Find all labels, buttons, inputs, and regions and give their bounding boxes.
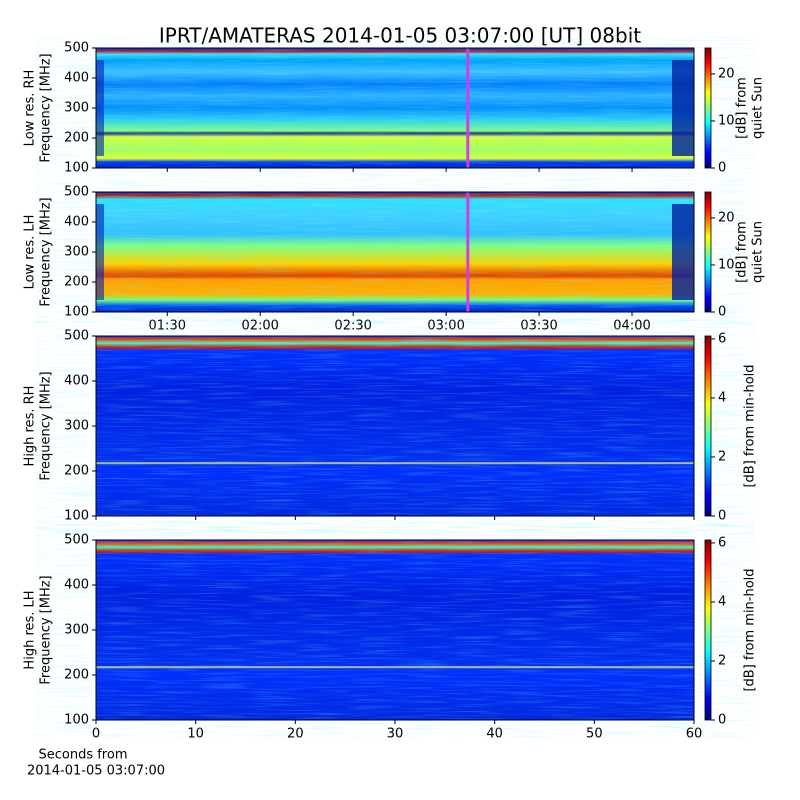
y-axis-label: High res. RH	[23, 386, 38, 467]
spectrogram-texture	[96, 48, 694, 168]
y-tick-label: 300	[64, 623, 89, 638]
x-tick-label: 03:30	[520, 319, 557, 334]
y-tick-label: 500	[64, 533, 89, 548]
colorbar-tick-label: 20	[718, 66, 735, 81]
x-tick-label: 0	[92, 727, 100, 742]
colorbar-label: quiet Sun	[751, 221, 766, 283]
x-tick-label: 50	[586, 727, 603, 742]
x-tick-label: 03:00	[427, 319, 464, 334]
x-tick-label: 30	[387, 727, 404, 742]
y-axis-label: Frequency [MHz]	[39, 53, 54, 162]
y-axis-label: High res. LH	[23, 590, 38, 669]
x-tick-label: 04:00	[613, 319, 650, 334]
colorbar-tick-label: 0	[718, 161, 726, 176]
colorbar-tick-label: 6	[718, 331, 726, 346]
colorbar	[704, 335, 712, 517]
y-tick-label: 300	[64, 245, 89, 260]
x-tick-label: 02:00	[241, 319, 278, 334]
y-tick-label: 500	[64, 41, 89, 56]
data-gap	[672, 60, 694, 156]
x-tick-label: 60	[686, 727, 703, 742]
colorbar-tick-label: 0	[718, 509, 726, 524]
colorbar-tick-label: 6	[718, 535, 726, 550]
colorbar-tick-label: 2	[718, 449, 726, 464]
x-tick-label: 40	[486, 727, 503, 742]
y-tick-label: 500	[64, 185, 89, 200]
data-gap	[96, 204, 104, 300]
spectrogram-texture	[96, 336, 694, 516]
x-axis-label: 2014-01-05 03:07:00	[27, 764, 165, 779]
y-tick-label: 100	[64, 713, 89, 728]
colorbar-tick-label: 2	[718, 653, 726, 668]
spectrogram-texture	[96, 540, 694, 720]
y-tick-label: 300	[64, 101, 89, 116]
colorbar-tick-label: 10	[718, 113, 735, 128]
y-tick-label: 400	[64, 71, 89, 86]
colorbar-label: [dB] from	[735, 77, 750, 139]
y-axis-label: Low res. LH	[23, 215, 38, 290]
y-tick-label: 400	[64, 374, 89, 389]
data-gap	[96, 60, 104, 156]
colorbar-tick-label: 4	[718, 390, 726, 405]
x-axis-label: Seconds from	[38, 748, 127, 763]
colorbar-tick-label: 0	[718, 305, 726, 320]
figure-title: IPRT/AMATERAS 2014-01-05 03:07:00 [UT] 0…	[159, 24, 641, 48]
colorbar-label: [dB] from	[735, 221, 750, 283]
colorbar-label: quiet Sun	[751, 77, 766, 139]
data-gap	[672, 204, 694, 300]
colorbar-tick-label: 20	[718, 210, 735, 225]
colorbar-label: [dB] from min-hold	[743, 568, 758, 691]
y-tick-label: 200	[64, 131, 89, 146]
colorbar-tick-label: 0	[718, 713, 726, 728]
colorbar-tick-label: 4	[718, 594, 726, 609]
colorbar	[704, 539, 712, 721]
x-tick-label: 01:30	[149, 319, 186, 334]
x-tick-label: 20	[287, 727, 304, 742]
x-tick-label: 02:30	[334, 319, 371, 334]
y-tick-label: 500	[64, 329, 89, 344]
colorbar-tick-label: 10	[718, 257, 735, 272]
y-tick-label: 200	[64, 464, 89, 479]
y-axis-label: Frequency [MHz]	[39, 371, 54, 480]
colorbar	[704, 47, 712, 169]
y-tick-label: 100	[64, 305, 89, 320]
y-tick-label: 200	[64, 668, 89, 683]
y-tick-label: 100	[64, 161, 89, 176]
spectrogram-texture	[96, 192, 694, 312]
y-tick-label: 200	[64, 275, 89, 290]
y-tick-label: 100	[64, 509, 89, 524]
y-tick-label: 400	[64, 215, 89, 230]
x-tick-label: 10	[187, 727, 204, 742]
y-axis-label: Frequency [MHz]	[39, 575, 54, 684]
colorbar	[704, 191, 712, 313]
y-axis-label: Low res. RH	[23, 70, 38, 147]
y-tick-label: 400	[64, 578, 89, 593]
y-axis-label: Frequency [MHz]	[39, 197, 54, 306]
colorbar-label: [dB] from min-hold	[743, 364, 758, 487]
y-tick-label: 300	[64, 419, 89, 434]
